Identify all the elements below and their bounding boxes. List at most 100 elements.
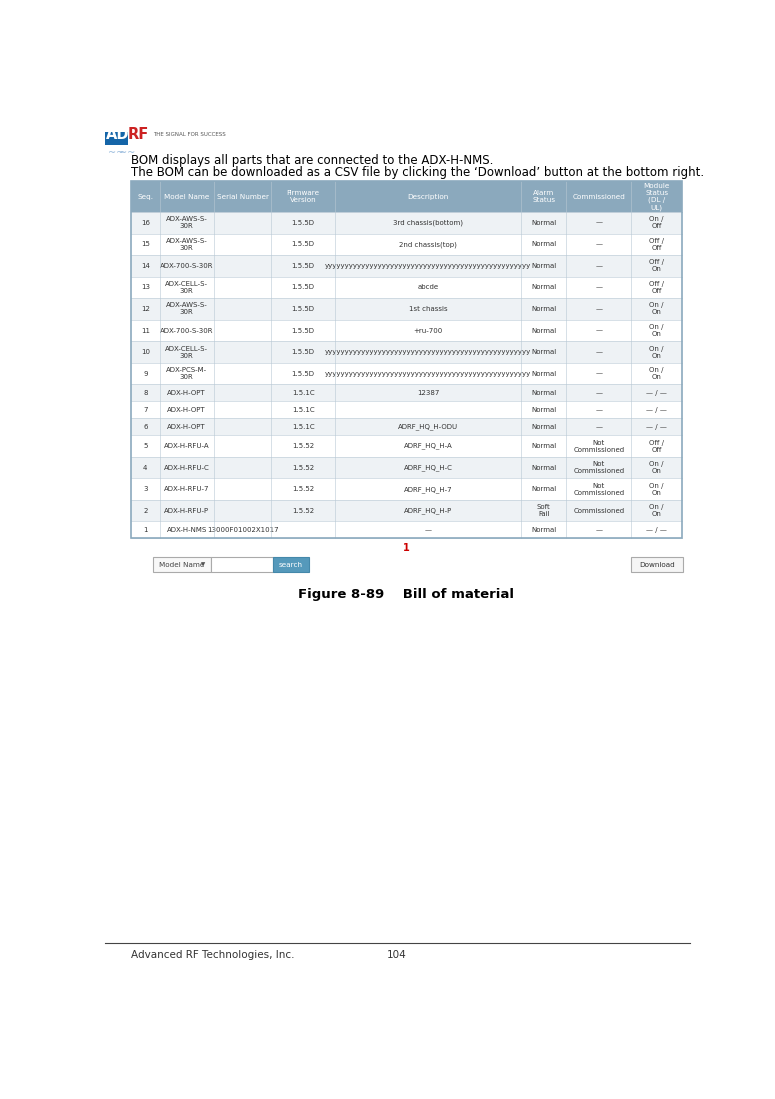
Text: 2nd chassis(top): 2nd chassis(top) (399, 241, 457, 247)
FancyBboxPatch shape (131, 419, 682, 435)
Text: —: — (595, 370, 602, 377)
Text: Normal: Normal (531, 285, 556, 290)
Text: abcde: abcde (418, 285, 439, 290)
Text: —: — (595, 220, 602, 225)
Text: — / —: — / — (646, 424, 667, 430)
Text: ADX-H-OPT: ADX-H-OPT (167, 407, 206, 413)
Text: 3: 3 (143, 486, 147, 492)
Text: ~~: ~~ (119, 148, 135, 158)
Text: Model Name: Model Name (164, 193, 209, 200)
FancyBboxPatch shape (131, 233, 682, 255)
Text: Serial Number: Serial Number (216, 193, 269, 200)
Text: 104: 104 (388, 951, 407, 961)
Text: yyyyyyyyyyyyyyyyyyyyyyyyyyyyyyyyyyyyyyyyyyyyyyyyyy: yyyyyyyyyyyyyyyyyyyyyyyyyyyyyyyyyyyyyyyy… (325, 349, 531, 355)
Text: 5: 5 (143, 443, 147, 449)
Text: 1.5.5D: 1.5.5D (291, 349, 315, 355)
Text: — / —: — / — (646, 390, 667, 396)
FancyBboxPatch shape (131, 277, 682, 298)
Text: ADRF_HQ_H-P: ADRF_HQ_H-P (404, 508, 452, 514)
Text: Normal: Normal (531, 486, 556, 492)
Text: Alarm
Status: Alarm Status (532, 190, 555, 203)
Text: Download: Download (639, 562, 675, 567)
Text: The BOM can be downloaded as a CSV file by clicking the ‘Download’ button at the: The BOM can be downloaded as a CSV file … (131, 166, 704, 179)
Text: 1.5.5D: 1.5.5D (291, 263, 315, 269)
Text: ADRF_HQ_H-7: ADRF_HQ_H-7 (404, 486, 453, 492)
Text: ~~: ~~ (108, 148, 124, 158)
Text: On /
On: On / On (649, 324, 664, 337)
Text: 3rd chassis(bottom): 3rd chassis(bottom) (393, 220, 463, 226)
Text: ADX-AWS-S-
30R: ADX-AWS-S- 30R (166, 237, 208, 251)
Text: —: — (425, 526, 432, 533)
Text: Normal: Normal (531, 526, 556, 533)
Text: ADX-PCS-M-
30R: ADX-PCS-M- 30R (166, 367, 207, 380)
Text: ADX-H-RFU-P: ADX-H-RFU-P (164, 508, 209, 513)
Text: Model Name: Model Name (159, 562, 205, 567)
FancyBboxPatch shape (131, 363, 682, 385)
Text: 1.5.1C: 1.5.1C (292, 424, 315, 430)
Text: 1.5.5D: 1.5.5D (291, 285, 315, 290)
Text: On /
On: On / On (649, 302, 664, 315)
Text: — / —: — / — (646, 526, 667, 533)
Text: 1: 1 (403, 543, 410, 554)
Text: ADX-CELL-S-
30R: ADX-CELL-S- 30R (165, 345, 208, 358)
Text: 6: 6 (143, 424, 147, 430)
Text: search: search (279, 562, 303, 567)
Text: yyyyyyyyyyyyyyyyyyyyyyyyyyyyyyyyyyyyyyyyyyyyyyyyyy: yyyyyyyyyyyyyyyyyyyyyyyyyyyyyyyyyyyyyyyy… (325, 263, 531, 269)
Text: Figure 8-89    Bill of material: Figure 8-89 Bill of material (298, 588, 515, 601)
Text: ADX-700-S-30R: ADX-700-S-30R (160, 263, 213, 269)
Text: —: — (595, 242, 602, 247)
Text: 1.5.5D: 1.5.5D (291, 242, 315, 247)
Text: 9: 9 (143, 370, 147, 377)
Text: BOM displays all parts that are connected to the ADX-H-NMS.: BOM displays all parts that are connecte… (131, 154, 494, 167)
FancyBboxPatch shape (211, 557, 273, 573)
Text: AD: AD (105, 126, 129, 142)
Text: 1.5.1C: 1.5.1C (292, 407, 315, 413)
Text: RF: RF (128, 126, 149, 142)
Text: Advanced RF Technologies, Inc.: Advanced RF Technologies, Inc. (131, 951, 294, 961)
Text: 4: 4 (143, 465, 147, 470)
Text: 1.5.5D: 1.5.5D (291, 328, 315, 333)
Text: ADX-H-OPT: ADX-H-OPT (167, 390, 206, 396)
Text: ADX-700-S-30R: ADX-700-S-30R (160, 328, 213, 333)
FancyBboxPatch shape (105, 127, 128, 145)
Text: 11: 11 (141, 328, 150, 333)
Text: Normal: Normal (531, 328, 556, 333)
Text: Normal: Normal (531, 242, 556, 247)
Text: Seq.: Seq. (137, 193, 153, 200)
Text: ADX-AWS-S-
30R: ADX-AWS-S- 30R (166, 302, 208, 315)
Text: ADX-H-NMS: ADX-H-NMS (167, 526, 207, 533)
Text: ADX-H-RFU-A: ADX-H-RFU-A (164, 443, 209, 449)
Text: ADX-H-OPT: ADX-H-OPT (167, 424, 206, 430)
FancyBboxPatch shape (131, 457, 682, 478)
FancyBboxPatch shape (273, 557, 309, 573)
Text: Not
Commissioned: Not Commissioned (574, 482, 625, 496)
Text: 1st chassis: 1st chassis (408, 306, 447, 312)
Text: 1.5.52: 1.5.52 (292, 443, 314, 449)
Text: ADX-H-RFU-C: ADX-H-RFU-C (164, 465, 209, 470)
FancyBboxPatch shape (131, 435, 682, 457)
Text: Soft
Fail: Soft Fail (537, 504, 550, 518)
Text: 1.5.5D: 1.5.5D (291, 370, 315, 377)
Text: On /
On: On / On (649, 367, 664, 380)
Text: +ru-700: +ru-700 (413, 328, 443, 333)
Text: Firmware
Version: Firmware Version (287, 190, 320, 203)
Text: 1: 1 (143, 526, 147, 533)
Text: Off /
Off: Off / Off (649, 281, 664, 293)
Text: Normal: Normal (531, 370, 556, 377)
Text: Commissioned: Commissioned (574, 508, 625, 513)
Text: Normal: Normal (531, 465, 556, 470)
Text: yyyyyyyyyyyyyyyyyyyyyyyyyyyyyyyyyyyyyyyyyyyyyyyyyy: yyyyyyyyyyyyyyyyyyyyyyyyyyyyyyyyyyyyyyyy… (325, 370, 531, 377)
Text: 12387: 12387 (417, 390, 439, 396)
Text: 15: 15 (141, 242, 150, 247)
Text: 2: 2 (143, 508, 147, 513)
Text: ADRF_HQ_H-ODU: ADRF_HQ_H-ODU (398, 423, 458, 430)
Text: Off /
Off: Off / Off (649, 440, 664, 453)
Text: Normal: Normal (531, 220, 556, 225)
Text: Description: Description (408, 193, 449, 200)
Text: On /
Off: On / Off (649, 217, 664, 230)
Text: 1.5.5D: 1.5.5D (291, 306, 315, 312)
Text: —: — (595, 424, 602, 430)
Text: 10: 10 (141, 349, 150, 355)
Text: On /
On: On / On (649, 345, 664, 358)
Text: 1.5.5D: 1.5.5D (291, 220, 315, 225)
